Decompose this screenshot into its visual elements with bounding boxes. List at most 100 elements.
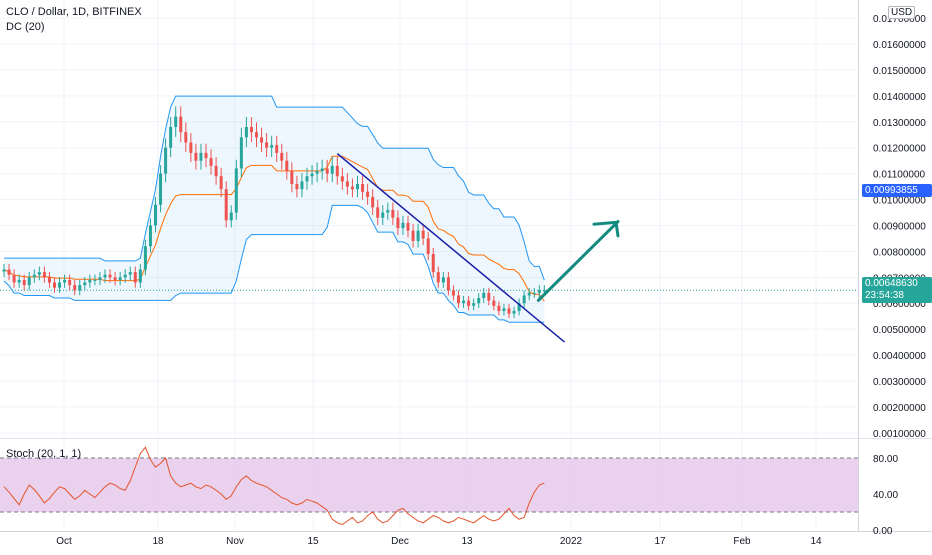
y-tick-label: 0.01600000	[873, 40, 926, 51]
candle-body	[290, 171, 294, 185]
x-tick-label: Oct	[56, 536, 72, 547]
x-tick-label: 18	[152, 536, 164, 547]
candle-body	[209, 158, 213, 166]
candle-body	[63, 279, 67, 283]
candle-body	[285, 160, 289, 172]
candle-body	[98, 277, 102, 280]
y-tick-label: 0.00900000	[873, 221, 926, 232]
candle-body	[305, 176, 309, 182]
candle-body	[174, 116, 178, 127]
stoch-band	[0, 458, 858, 512]
candles	[2, 106, 546, 318]
candle-body	[295, 184, 299, 190]
candle-body	[320, 168, 324, 172]
x-tick-label: 15	[307, 536, 319, 547]
candle-body	[108, 274, 112, 278]
candle-body	[376, 207, 380, 218]
stoch-tick-label: 0.00	[873, 526, 893, 537]
candle-body	[255, 132, 258, 138]
candle-body	[103, 274, 107, 278]
candle-body	[27, 277, 31, 286]
candle-body	[199, 152, 203, 161]
candle-body	[22, 279, 26, 286]
candle-body	[229, 212, 233, 221]
candle-body	[83, 282, 87, 286]
candle-body	[431, 253, 435, 273]
candle-body	[446, 277, 450, 291]
candle-body	[265, 142, 269, 148]
candle-body	[396, 217, 400, 229]
candle-body	[260, 137, 264, 143]
x-tick-label: Nov	[226, 536, 244, 547]
candle-body	[335, 165, 339, 177]
y-tick-label: 0.01300000	[873, 118, 926, 129]
candle-body	[300, 181, 304, 190]
candle-body	[517, 303, 521, 312]
donchian-channel	[3, 95, 545, 323]
arrow-shaft	[536, 220, 620, 302]
candle-body	[214, 165, 218, 177]
candle-body	[507, 308, 511, 314]
candle-body	[345, 181, 349, 187]
currency-badge[interactable]: USD	[888, 6, 916, 19]
candle-body	[497, 305, 501, 312]
stoch-tick-label: 80.00	[873, 454, 898, 465]
candle-body	[421, 230, 425, 239]
indicator-dc-label[interactable]: DC (20)	[6, 21, 45, 33]
y-tick-label: 0.01200000	[873, 144, 926, 155]
candle-body	[371, 196, 375, 208]
candle-body	[532, 292, 536, 294]
candle-body	[522, 295, 526, 304]
candle-body	[492, 300, 496, 306]
y-tick-label: 0.00400000	[873, 351, 926, 362]
candle-body	[154, 204, 157, 226]
candle-body	[189, 142, 193, 153]
price-tag-blue: 0.00993855	[862, 184, 932, 197]
candle-body	[542, 290, 546, 292]
time-axis: Oct 18 Nov 15 Dec 13 2022 17 Feb 14	[56, 536, 822, 547]
candle-body	[366, 191, 370, 197]
dc-lower-line	[3, 204, 545, 323]
candle-body	[17, 279, 21, 283]
trendline	[336, 153, 566, 343]
candle-body	[340, 176, 344, 182]
candle-body	[502, 308, 506, 312]
candle-body	[194, 152, 198, 161]
y-tick-label: 0.00300000	[873, 377, 926, 388]
candle-body	[361, 184, 365, 192]
dc-upper-line	[4, 95, 545, 281]
chart-title[interactable]: CLO / Dollar, 1D, BITFINEX	[6, 6, 142, 18]
current-price: 0.00648630	[865, 278, 918, 289]
candle-body	[391, 209, 395, 218]
y-tick-label: 0.00600000	[873, 299, 926, 310]
candle-body	[330, 165, 334, 174]
x-tick-label: Feb	[733, 536, 751, 547]
y-tick-label: 0.01000000	[873, 196, 926, 207]
candle-body	[350, 186, 354, 190]
y-tick-label: 0.00100000	[873, 429, 926, 440]
candle-body	[472, 303, 476, 306]
dc-basis-line	[3, 155, 545, 302]
candle-body	[487, 292, 491, 301]
indicator-stoch-label[interactable]: Stoch (20, 1, 1)	[6, 448, 82, 460]
y-tick-label: 0.01100000	[873, 170, 926, 181]
candle-body	[457, 295, 460, 304]
candle-body	[133, 272, 137, 283]
y-tick-label: 0.01400000	[873, 92, 926, 103]
candle-body	[356, 184, 359, 190]
x-tick-label: 2022	[560, 536, 583, 547]
candle-body	[2, 269, 6, 272]
candle-body	[47, 277, 51, 283]
candle-body	[7, 269, 11, 275]
y-tick-label: 0.00500000	[873, 325, 926, 336]
candle-body	[270, 145, 274, 148]
candle-body	[411, 230, 415, 242]
candle-body	[128, 272, 132, 275]
bar-countdown: 23:54:38	[865, 290, 904, 301]
dc-fill	[4, 96, 545, 323]
candle-body	[32, 274, 36, 278]
candle-body	[53, 282, 56, 288]
candle-body	[123, 274, 127, 278]
